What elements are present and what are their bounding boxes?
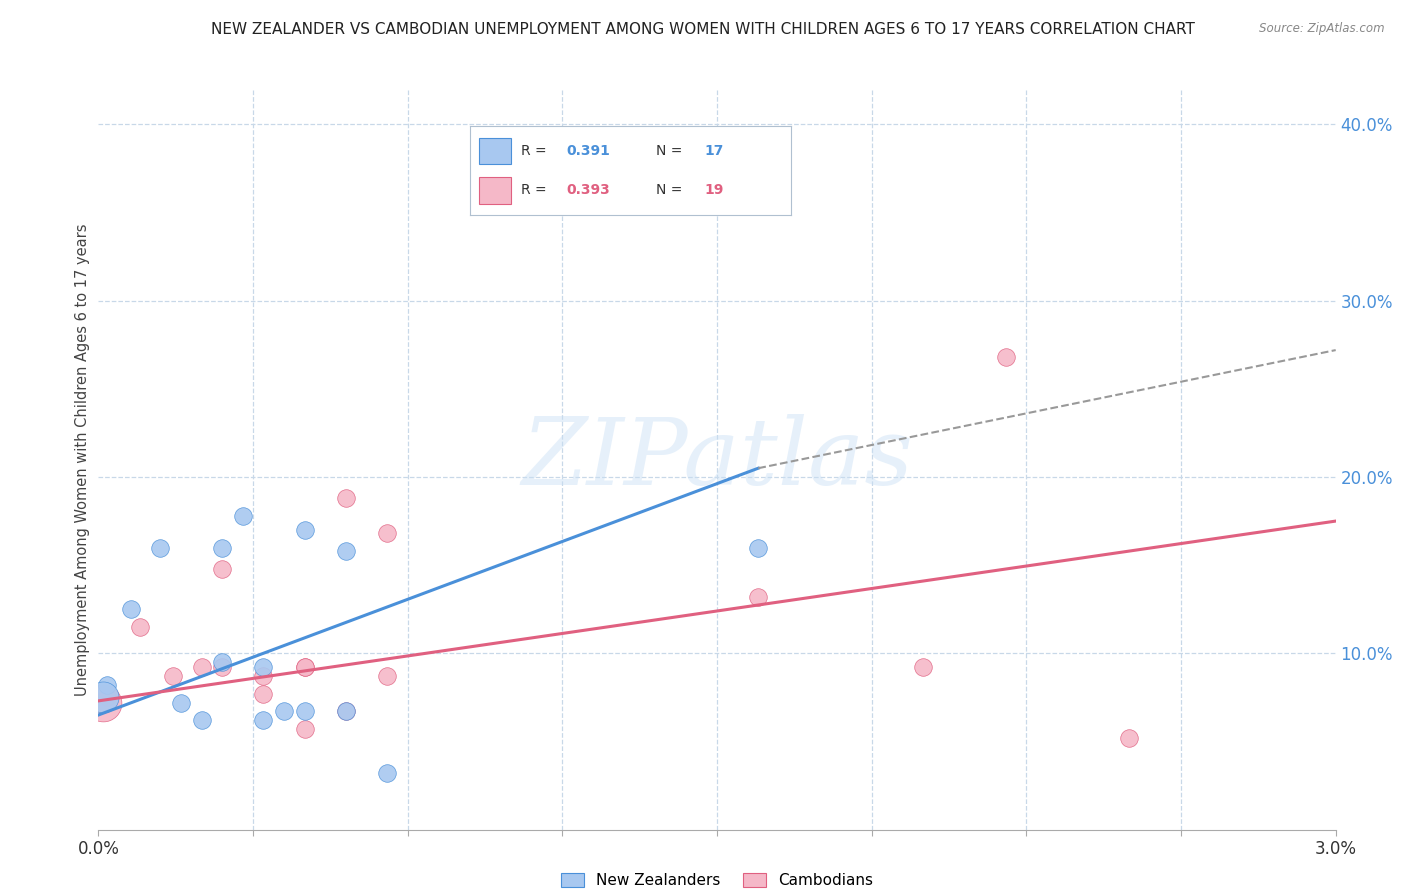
Point xyxy=(294,660,316,674)
Point xyxy=(252,687,274,701)
Point xyxy=(232,508,254,523)
Point xyxy=(375,526,398,541)
Text: 0.391: 0.391 xyxy=(567,145,610,158)
Point xyxy=(335,705,357,719)
Point xyxy=(252,713,274,727)
Point xyxy=(252,669,274,683)
Point xyxy=(91,690,114,705)
Point xyxy=(912,660,935,674)
Point xyxy=(294,523,316,537)
Point xyxy=(211,655,233,669)
Text: ZIPatlas: ZIPatlas xyxy=(522,415,912,504)
Point xyxy=(252,660,274,674)
Bar xyxy=(479,177,512,203)
Point xyxy=(162,669,184,683)
Point xyxy=(211,660,233,674)
Text: Source: ZipAtlas.com: Source: ZipAtlas.com xyxy=(1260,22,1385,36)
Point xyxy=(91,696,114,710)
Point xyxy=(335,705,357,719)
Point xyxy=(375,766,398,780)
Text: 0.393: 0.393 xyxy=(567,183,610,197)
Point xyxy=(747,541,769,555)
Text: NEW ZEALANDER VS CAMBODIAN UNEMPLOYMENT AMONG WOMEN WITH CHILDREN AGES 6 TO 17 Y: NEW ZEALANDER VS CAMBODIAN UNEMPLOYMENT … xyxy=(211,22,1195,37)
Point xyxy=(294,660,316,674)
Point xyxy=(211,562,233,576)
Point xyxy=(994,350,1017,364)
Point xyxy=(211,541,233,555)
Text: 19: 19 xyxy=(704,183,724,197)
Point xyxy=(190,713,212,727)
Point xyxy=(190,660,212,674)
Text: R =: R = xyxy=(522,183,551,197)
Point xyxy=(1118,731,1140,745)
Point xyxy=(335,544,357,558)
Point xyxy=(170,696,193,710)
Point xyxy=(120,602,142,616)
Text: 17: 17 xyxy=(704,145,724,158)
Point xyxy=(128,620,150,634)
Point xyxy=(294,722,316,736)
Y-axis label: Unemployment Among Women with Children Ages 6 to 17 years: Unemployment Among Women with Children A… xyxy=(75,223,90,696)
Point xyxy=(96,678,118,692)
Text: R =: R = xyxy=(522,145,551,158)
Text: N =: N = xyxy=(657,145,688,158)
Point xyxy=(149,541,172,555)
Point xyxy=(375,669,398,683)
Legend: New Zealanders, Cambodians: New Zealanders, Cambodians xyxy=(553,865,882,892)
Text: N =: N = xyxy=(657,183,688,197)
Point xyxy=(747,590,769,604)
Point xyxy=(273,705,295,719)
Bar xyxy=(479,137,512,164)
Point xyxy=(335,491,357,505)
Point xyxy=(96,690,118,705)
Point xyxy=(294,705,316,719)
